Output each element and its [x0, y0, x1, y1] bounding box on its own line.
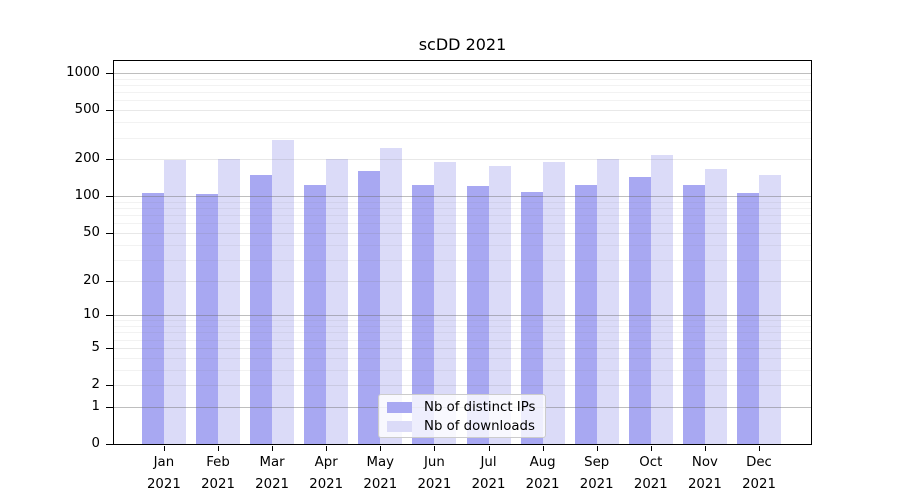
- bars-layer: [114, 61, 811, 444]
- y-tick-label: 10: [83, 307, 100, 323]
- y-tick-label: 50: [83, 224, 100, 240]
- x-tick-label: Jul 2021: [471, 455, 506, 492]
- x-tick-label: Apr 2021: [309, 455, 344, 492]
- y-tick-mark: [106, 406, 113, 408]
- y-tick-mark: [106, 444, 113, 445]
- bar-downloads-aug: [542, 162, 565, 444]
- x-tick-label: Aug 2021: [525, 455, 560, 492]
- x-tick-label: Nov 2021: [687, 455, 722, 492]
- x-tick-mark: [542, 446, 544, 451]
- y-tick-mark: [106, 159, 113, 161]
- x-tick-mark: [218, 446, 219, 451]
- bar-downloads-oct: [650, 155, 673, 444]
- x-tick-label: May 2021: [363, 455, 398, 492]
- x-tick-label: Sep 2021: [579, 455, 614, 492]
- chart-title: scDD 2021: [418, 35, 507, 54]
- bar-distinct-ips-jun: [412, 185, 435, 444]
- y-tick-label: 1000: [66, 65, 100, 80]
- bar-distinct-ips-sep: [574, 185, 597, 444]
- x-tick-mark: [380, 446, 382, 451]
- bar-distinct-ips-jan: [141, 192, 164, 444]
- bar-distinct-ips-nov: [682, 185, 705, 444]
- bar-downloads-may: [380, 147, 403, 444]
- bar-distinct-ips-feb: [196, 193, 218, 444]
- y-tick-mark: [106, 280, 113, 282]
- y-tick-label: 5: [91, 339, 100, 355]
- bar-distinct-ips-dec: [737, 192, 759, 444]
- x-tick-mark: [163, 446, 165, 451]
- bar-distinct-ips-mar: [250, 175, 273, 444]
- y-tick-mark: [106, 385, 113, 386]
- y-tick-label: 2: [91, 377, 100, 392]
- y-tick-mark: [106, 196, 113, 198]
- legend-item-downloads: Nb of downloads: [387, 417, 537, 436]
- bar-distinct-ips-apr: [304, 185, 327, 444]
- bar-downloads-nov: [704, 169, 727, 444]
- y-tick-label: 1: [91, 398, 100, 414]
- x-tick-mark: [434, 446, 436, 451]
- x-tick-label: Jan 2021: [146, 455, 181, 492]
- x-tick-label: Oct 2021: [633, 455, 668, 492]
- legend: Nb of distinct IPs Nb of downloads: [378, 394, 546, 438]
- plot-area: [113, 60, 812, 445]
- x-tick-mark: [596, 446, 598, 451]
- x-tick-label: Mar 2021: [255, 455, 290, 492]
- bar-downloads-jul: [488, 165, 511, 444]
- bar-downloads-apr: [326, 158, 349, 444]
- x-tick-label: Feb 2021: [201, 455, 235, 492]
- legend-swatch-distinct-ips: [387, 402, 412, 413]
- legend-label-downloads: Nb of downloads: [424, 418, 535, 434]
- bar-distinct-ips-oct: [628, 176, 651, 444]
- y-tick-mark: [106, 315, 113, 317]
- x-tick-mark: [650, 446, 652, 451]
- y-tick-label: 20: [83, 272, 100, 288]
- x-tick-mark: [326, 446, 328, 451]
- x-tick-mark: [704, 446, 706, 451]
- bar-downloads-mar: [272, 140, 295, 444]
- bar-downloads-dec: [759, 175, 781, 444]
- legend-item-distinct-ips: Nb of distinct IPs: [387, 398, 537, 417]
- x-tick-label: Jun 2021: [417, 455, 452, 492]
- bar-distinct-ips-may: [358, 171, 381, 444]
- x-tick-mark: [488, 446, 490, 451]
- bar-downloads-jun: [434, 161, 457, 444]
- legend-label-distinct-ips: Nb of distinct IPs: [424, 399, 536, 415]
- y-tick-mark: [106, 347, 113, 349]
- y-tick-mark: [106, 232, 113, 234]
- x-tick-mark: [272, 446, 274, 451]
- x-tick-label: Dec 2021: [742, 455, 776, 492]
- y-tick-label: 500: [74, 102, 100, 118]
- y-tick-mark: [106, 110, 113, 112]
- legend-swatch-downloads: [387, 421, 412, 432]
- y-tick-label: 200: [74, 151, 100, 167]
- bar-downloads-feb: [218, 158, 240, 444]
- bar-distinct-ips-aug: [520, 191, 543, 444]
- y-tick-label: 100: [74, 188, 100, 204]
- y-tick-label: 0: [91, 436, 100, 451]
- y-tick-mark: [106, 73, 113, 74]
- bar-downloads-sep: [596, 159, 619, 444]
- bar-distinct-ips-jul: [466, 186, 489, 444]
- bar-downloads-jan: [163, 160, 186, 444]
- x-tick-mark: [759, 446, 760, 451]
